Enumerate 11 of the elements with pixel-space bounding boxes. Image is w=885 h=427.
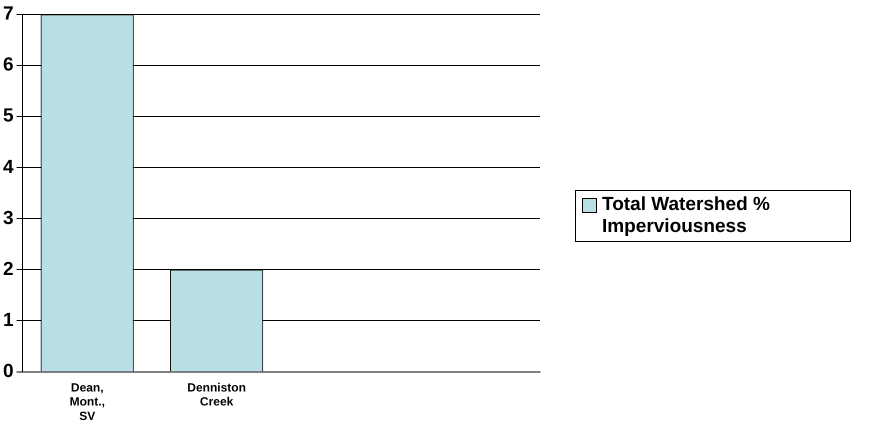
- y-tick-label: 5: [2, 106, 14, 127]
- legend-label: Total Watershed % Imperviousness: [602, 194, 771, 238]
- x-tick-label: Denniston Creek: [187, 380, 246, 409]
- y-tick-label: 6: [2, 54, 14, 76]
- y-tick-label: 2: [2, 258, 14, 280]
- x-tick-label: Dean, Mont., SV: [70, 380, 105, 424]
- y-tick-label: 1: [2, 310, 14, 331]
- y-tick-label: 7: [2, 4, 14, 25]
- y-tick-label: 4: [2, 156, 14, 178]
- y-tick-label: 0: [2, 361, 14, 382]
- y-tick-label: 3: [2, 208, 14, 229]
